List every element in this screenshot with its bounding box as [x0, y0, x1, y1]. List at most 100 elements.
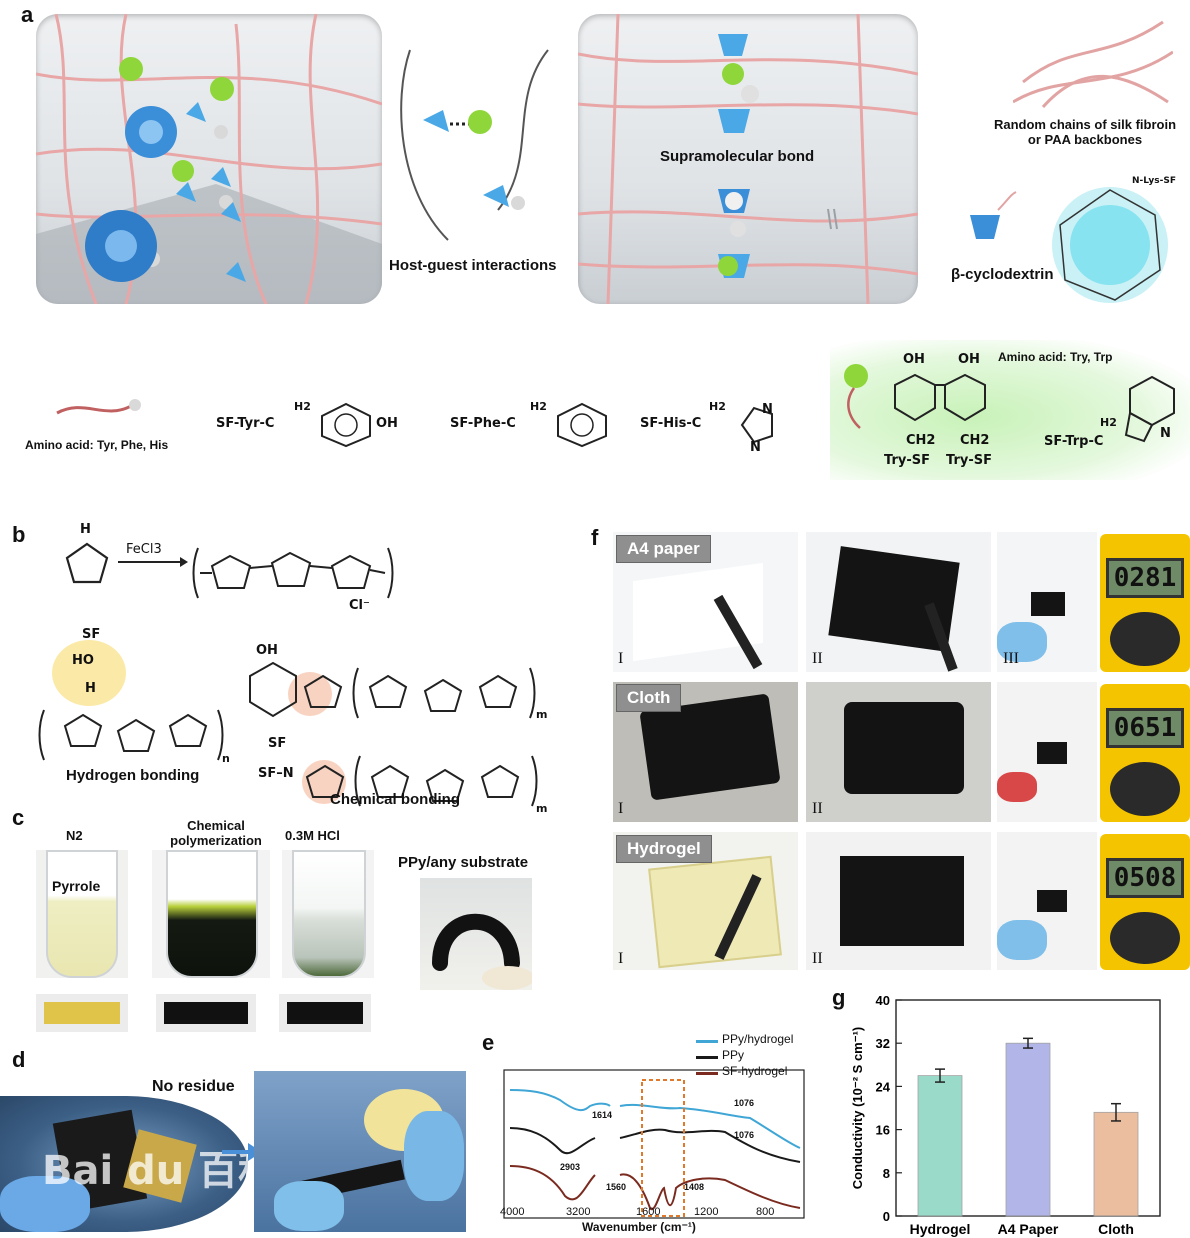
n2-label: N2 [66, 828, 83, 843]
roman-r2-i: I [618, 800, 624, 817]
green-guest-icon [838, 362, 878, 432]
legend-line-1 [696, 1040, 718, 1043]
hydrogel-network-illustration-right [578, 14, 918, 304]
bar [1093, 1111, 1139, 1217]
imidazole-ring [732, 400, 782, 455]
pyrrole-ring [62, 540, 112, 591]
a4-photo-2 [806, 532, 991, 672]
amino-acid-strand-icon [55, 393, 145, 423]
ho-label: HO [72, 653, 94, 668]
chem-bond-polymer-bottom [300, 748, 550, 823]
multimeter-1: 0281 [1100, 534, 1190, 672]
hcl-label: 0.3M HCl [285, 828, 340, 843]
row-tag-hydrogel: Hydrogel [616, 835, 712, 863]
hydrogel-photo-3 [997, 832, 1097, 970]
m-subscript-1: m [536, 708, 548, 721]
annotation-1408: 1408 [684, 1182, 705, 1192]
vial-photo-polymerized [152, 850, 270, 978]
h2-trp: H2 [1100, 416, 1117, 429]
series-ppy-hydrogel [509, 1089, 611, 1112]
pyrrole-h: H [80, 522, 91, 537]
vial-photo-hcl [282, 850, 374, 978]
biphenyl-rings [890, 370, 1000, 435]
xtick-1200: 1200 [694, 1206, 719, 1218]
h2-phe: H2 [530, 400, 547, 413]
annotation-1076-b: 1076 [734, 1130, 755, 1140]
roman-r3-i: I [618, 950, 624, 967]
sf-trp-label: SF-Trp-C [1044, 434, 1104, 449]
reaction-arrow [118, 555, 188, 574]
cyclodextrin-ring [1052, 187, 1168, 303]
hydrogen-bonding-label: Hydrogen bonding [66, 767, 200, 784]
y-tick-label: 8 [883, 1166, 890, 1181]
host-guest-label: Host-guest interactions [389, 257, 557, 274]
silk-chain-sketch [1012, 12, 1174, 112]
imidazole-n-top: N [762, 402, 773, 417]
h-bond-highlight [52, 640, 126, 706]
network-chains-right [578, 14, 918, 304]
host-guest-drawing [400, 49, 549, 241]
cyclodextrin-structure [1035, 170, 1185, 320]
peel-photo-left [0, 1096, 248, 1232]
h2-his: H2 [709, 400, 726, 413]
y-tick-label: 40 [876, 993, 890, 1008]
roman-r1-iii: III [1003, 650, 1019, 667]
y-tick-label: 16 [876, 1123, 890, 1138]
cloth-photo-2 [806, 682, 991, 822]
amino-acid-right-label: Amino acid: Try, Trp [998, 350, 1113, 364]
annotation-2903: 2903 [560, 1162, 581, 1172]
try-sf-2: Try-SF [946, 453, 992, 468]
roman-r2-ii: II [812, 800, 823, 817]
annotation-1560: 1560 [606, 1182, 627, 1192]
panel-e-letter: e [482, 1030, 495, 1055]
panel-a-letter: a [21, 2, 34, 27]
hydrogel-network-illustration-left [36, 14, 382, 304]
sf-n-label: SF–N [258, 766, 294, 781]
highlight-box [641, 1079, 685, 1217]
multimeter-3: 0508 [1100, 834, 1190, 970]
multimeter-1-reading: 0281 [1106, 558, 1184, 598]
cyclodextrin-label: β-cyclodextrin [951, 266, 1054, 283]
y-tick-label: 24 [876, 1079, 891, 1094]
benzene-ring-phe [554, 402, 610, 453]
panel-f-letter: f [591, 525, 599, 550]
fecl3-reagent: FeCl3 [126, 542, 162, 557]
y-axis-label: Conductivity (10⁻² S cm⁻¹) [850, 1027, 865, 1190]
annotation-1076-a: 1076 [734, 1098, 755, 1108]
ppy-any-label: PPy/any substrate [398, 854, 529, 871]
oh-tyr: OH [376, 416, 398, 431]
silk-chain-drawing [1012, 20, 1174, 108]
vial-photo-n2 [36, 850, 128, 978]
h2-tyr: H2 [294, 400, 311, 413]
series-sf-hydrogel [509, 1165, 801, 1211]
y-tick-label: 32 [876, 1036, 890, 1051]
y-tick-label: 0 [883, 1209, 890, 1224]
row-tag-a4: A4 paper [616, 535, 711, 563]
series-ppy [509, 1127, 801, 1163]
panel-g-letter: g [832, 985, 846, 1010]
sf-top-label: SF [82, 627, 101, 642]
try-sf-1: Try-SF [884, 453, 930, 468]
sf-his-label: SF-His-C [640, 416, 702, 431]
panel-b-letter: b [12, 522, 26, 547]
benzene-ring-tyr [318, 402, 374, 453]
legend-line-2 [696, 1056, 718, 1059]
ftir-xlabel: Wavenumber (cm⁻¹) [582, 1220, 696, 1234]
supramolecular-bond-label: Supramolecular bond [660, 148, 815, 165]
xtick-800: 800 [756, 1206, 775, 1218]
sf-tyr-label: SF-Tyr-C [216, 416, 275, 431]
panel-d-letter: d [12, 1047, 26, 1072]
multimeter-3-reading: 0508 [1106, 858, 1184, 898]
ch2-2: CH2 [960, 433, 990, 448]
chemical-bonding-label: Chemical bonding [330, 791, 461, 808]
m-subscript-2: m [536, 802, 548, 815]
multimeter-2: 0651 [1100, 684, 1190, 822]
xtick-1600: 1600 [636, 1206, 661, 1218]
ppy-substrate-photo [420, 878, 532, 990]
sf-phe-label: SF-Phe-C [450, 416, 516, 431]
swatch-dark-2 [279, 994, 371, 1032]
chem-poly-label: Chemical polymerization [170, 818, 262, 848]
swatch-dark-1 [156, 994, 256, 1032]
swatch-yellow [36, 994, 128, 1032]
network-chains-left [36, 14, 382, 304]
